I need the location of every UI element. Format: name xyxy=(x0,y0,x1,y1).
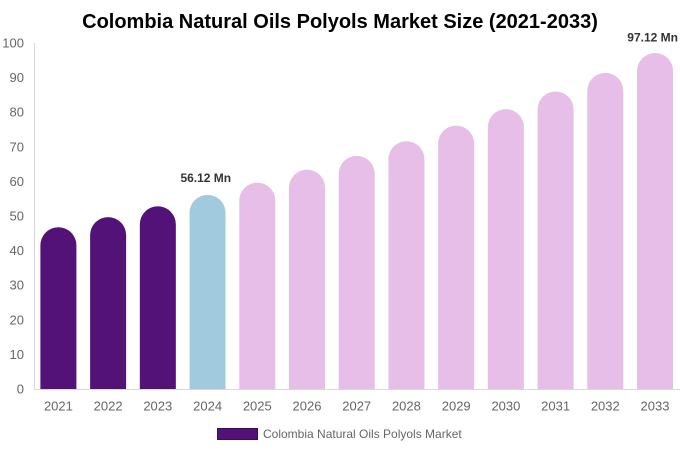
svg-text:2024: 2024 xyxy=(193,399,222,414)
svg-text:2022: 2022 xyxy=(94,399,123,414)
svg-text:2026: 2026 xyxy=(293,399,322,414)
svg-text:20: 20 xyxy=(10,312,24,327)
svg-text:30: 30 xyxy=(10,278,24,293)
svg-text:2030: 2030 xyxy=(491,399,520,414)
svg-text:97.12 Mn: 97.12 Mn xyxy=(627,31,678,45)
svg-text:80: 80 xyxy=(10,105,24,120)
svg-text:2025: 2025 xyxy=(243,399,272,414)
svg-text:2027: 2027 xyxy=(342,399,371,414)
svg-text:40: 40 xyxy=(10,243,24,258)
svg-text:2031: 2031 xyxy=(541,399,570,414)
svg-text:90: 90 xyxy=(10,70,24,85)
svg-text:2033: 2033 xyxy=(641,399,670,414)
svg-text:60: 60 xyxy=(10,174,24,189)
svg-text:2021: 2021 xyxy=(44,399,73,414)
svg-text:100: 100 xyxy=(2,36,24,51)
svg-text:2032: 2032 xyxy=(591,399,620,414)
svg-text:0: 0 xyxy=(17,382,24,397)
svg-text:2029: 2029 xyxy=(442,399,471,414)
svg-text:2023: 2023 xyxy=(143,399,172,414)
svg-text:70: 70 xyxy=(10,139,24,154)
svg-text:2028: 2028 xyxy=(392,399,421,414)
svg-text:10: 10 xyxy=(10,347,24,362)
svg-text:Colombia Natural Oils Polyols: Colombia Natural Oils Polyols Market Siz… xyxy=(82,11,598,33)
svg-text:50: 50 xyxy=(10,209,24,224)
svg-text:Colombia Natural Oils Polyols: Colombia Natural Oils Polyols Market xyxy=(263,427,462,441)
svg-text:56.12 Mn: 56.12 Mn xyxy=(180,171,231,185)
